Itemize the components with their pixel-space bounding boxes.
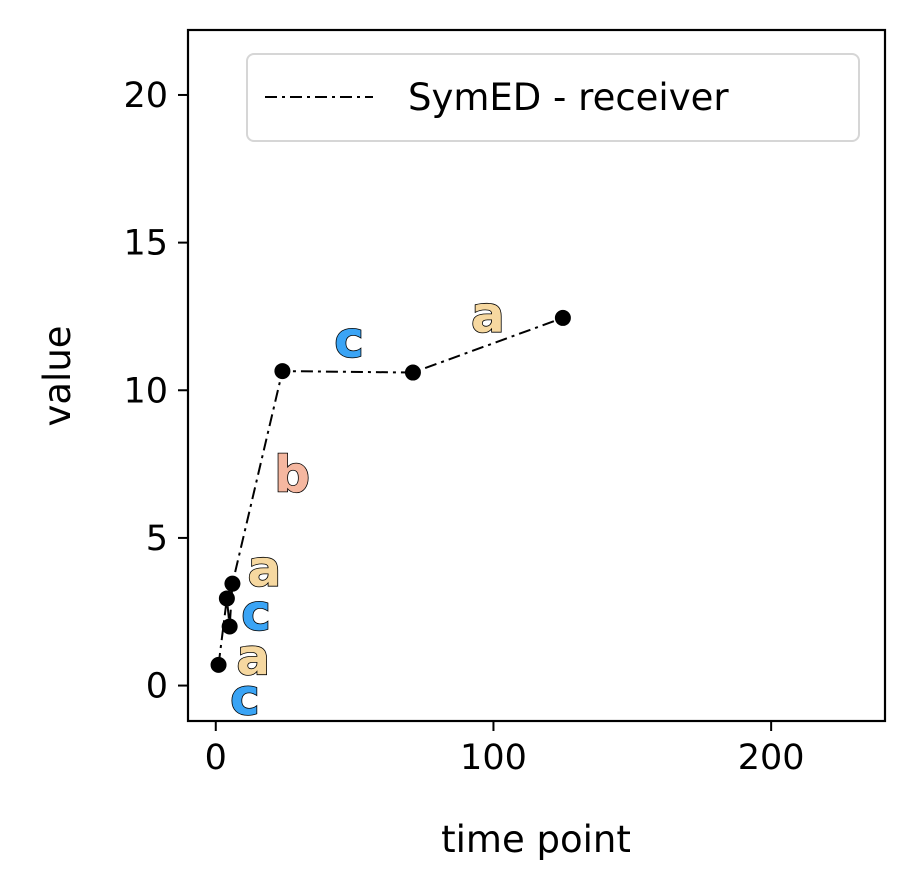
- y-tick-label: 20: [123, 76, 168, 116]
- y-axis-label: value: [36, 325, 79, 426]
- symbol-label: a: [471, 286, 505, 344]
- data-point: [224, 575, 241, 592]
- x-tick-label: 0: [205, 738, 227, 778]
- legend-entry-receiver: SymED - receiver: [408, 76, 729, 119]
- data-point: [274, 363, 291, 380]
- y-tick-label: 5: [146, 519, 168, 559]
- y-axis: 0 5 10 15 20: [123, 76, 188, 707]
- x-tick-label: 100: [460, 738, 527, 778]
- y-tick-label: 15: [123, 224, 168, 264]
- x-tick-label: 200: [738, 738, 805, 778]
- y-tick-label: 0: [146, 667, 168, 707]
- legend-box: [246, 53, 860, 142]
- series-layer: [210, 309, 571, 673]
- symbol-label: b: [274, 445, 310, 503]
- data-point: [221, 618, 238, 635]
- legend: SymED - receiver: [246, 53, 860, 142]
- data-point: [404, 364, 421, 381]
- symbol-label: a: [247, 540, 281, 598]
- symbol-label: a: [236, 629, 270, 687]
- symbol-label: c: [334, 311, 364, 369]
- symbol-label: c: [230, 668, 260, 726]
- data-point: [554, 309, 571, 326]
- x-axis-label: time point: [441, 818, 631, 861]
- symbol-label: c: [241, 584, 271, 642]
- plot-frame: [186, 28, 887, 723]
- y-tick-label: 10: [123, 371, 168, 411]
- x-axis: 0 100 200: [205, 721, 805, 778]
- plot-area: [188, 30, 885, 721]
- data-point: [210, 656, 227, 673]
- data-point: [218, 590, 235, 607]
